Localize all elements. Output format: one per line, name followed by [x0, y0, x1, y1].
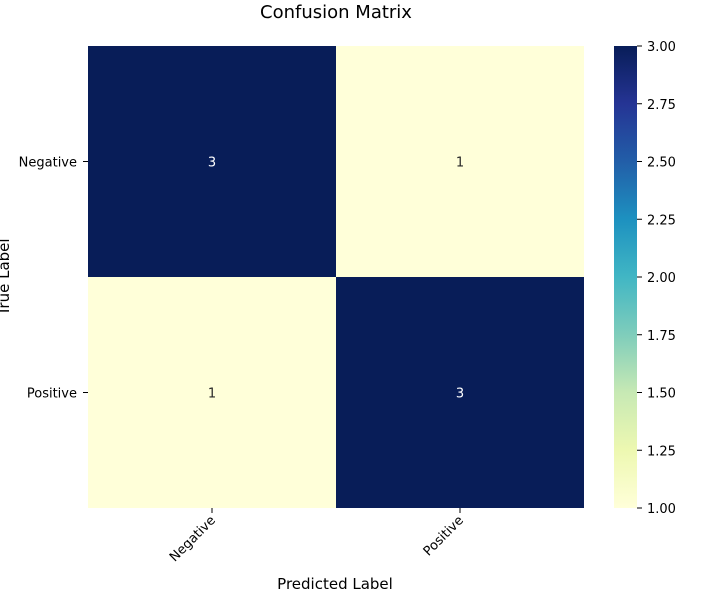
heatmap-cell	[336, 46, 584, 277]
cell-annotation: 3	[208, 156, 216, 171]
y-axis-ticks: Negative Positive	[19, 156, 88, 402]
colorbar-tick-label: 2.25	[647, 213, 676, 228]
cell-annotation: 1	[456, 156, 464, 171]
colorbar	[614, 46, 637, 508]
cell-annotation: 1	[208, 387, 216, 402]
x-axis-ticks: Negative Positive	[167, 508, 467, 565]
y-tick-label: Negative	[19, 156, 77, 171]
colorbar-ticks: 1.00 1.25 1.50 1.75 2.00 2.25 2.50 2.75 3.00	[637, 40, 676, 517]
colorbar-tick-label: 1.25	[647, 444, 676, 459]
heatmap-cell	[336, 277, 584, 508]
x-tick-label: Negative	[167, 513, 219, 565]
heatmap-cell	[88, 46, 336, 277]
colorbar-tick-label: 1.50	[647, 387, 676, 402]
x-tick-label: Positive	[421, 513, 467, 559]
cell-annotations: 3 1 1 3	[208, 156, 464, 402]
colorbar-tick-label: 3.00	[647, 40, 676, 55]
y-tick-label: Positive	[27, 387, 77, 402]
colorbar-tick-label: 2.75	[647, 98, 676, 113]
colorbar-tick-label: 1.00	[647, 502, 676, 517]
colorbar-tick-label: 2.50	[647, 156, 676, 171]
heatmap-cell	[88, 277, 336, 508]
heatmap-cells	[88, 46, 584, 508]
colorbar-tick-label: 1.75	[647, 329, 676, 344]
y-axis-label: True Label	[0, 238, 13, 316]
cell-annotation: 3	[456, 387, 464, 402]
chart-title: Confusion Matrix	[260, 2, 412, 23]
x-axis-label: Predicted Label	[277, 575, 393, 593]
colorbar-tick-label: 2.00	[647, 271, 676, 286]
